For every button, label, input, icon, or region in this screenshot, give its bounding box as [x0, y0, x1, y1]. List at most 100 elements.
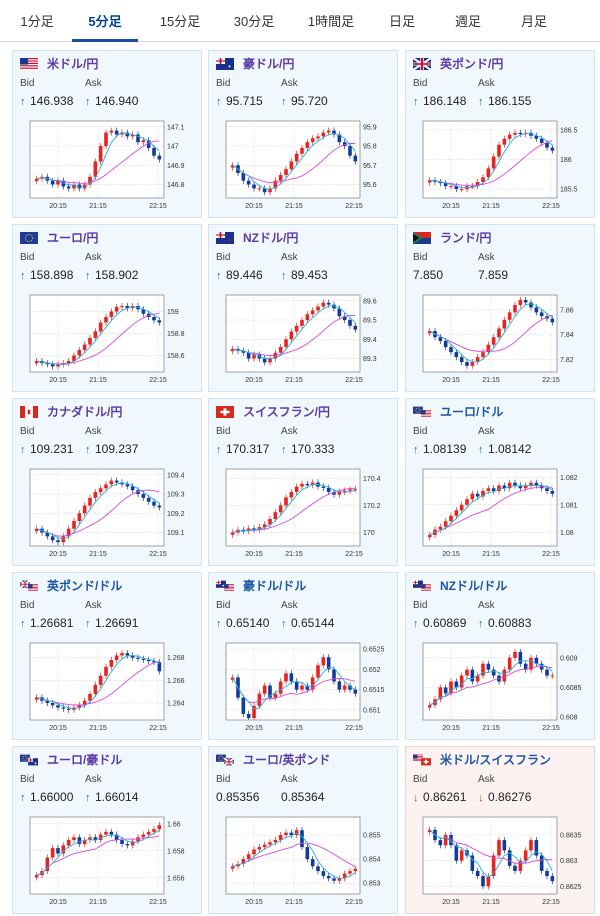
- currency-pair-link[interactable]: 英ポンド/円: [440, 57, 504, 71]
- bid-label: Bid: [20, 78, 35, 89]
- candle: [449, 515, 453, 522]
- y-tick-label: 89.6: [363, 298, 377, 305]
- tab-weekly[interactable]: 週足: [454, 14, 481, 29]
- candlestick-chart[interactable]: 20:15 21:15 22:15 159 158.8 158.6: [21, 290, 197, 388]
- tab-1hour[interactable]: 1時間足: [307, 14, 355, 29]
- candle: [98, 675, 103, 685]
- candle: [50, 848, 55, 858]
- candlestick-chart[interactable]: 20:15 21:15 22:15 109.4 109.3 109.2 109.1: [21, 464, 197, 562]
- candle: [486, 876, 491, 887]
- currency-pair-link[interactable]: 豪ドル/ドル: [243, 579, 307, 593]
- tab-15min[interactable]: 15分足: [159, 14, 201, 29]
- plot-area: [29, 642, 165, 721]
- candlestick-chart[interactable]: 20:15 21:15 22:15 0.8635 0.863 0.8625: [414, 812, 590, 910]
- currency-pair-link[interactable]: ユーロ/ドル: [440, 405, 504, 419]
- candle: [114, 834, 119, 840]
- rate-card[interactable]: ユーロ/円 Bid Ask ↑ 158.898 ↑ 158.902 20:15 21:15 22:…: [12, 224, 202, 392]
- rate-card[interactable]: 豪ドル/ドル Bid Ask ↑ 0.65140 ↑ 0.65144 20:15 21:15 22…: [208, 572, 398, 740]
- candle: [241, 172, 246, 181]
- candle: [523, 485, 528, 489]
- up-arrow-icon: ↑: [413, 96, 419, 108]
- x-tick-label: 21:15: [89, 377, 107, 384]
- candlestick-chart[interactable]: 20:15 21:15 22:15 147.1 147 146.9 146.8: [21, 116, 197, 214]
- candle: [513, 482, 517, 486]
- bid-value: 109.231: [30, 442, 74, 456]
- currency-pair-link[interactable]: スイスフラン/円: [243, 405, 330, 419]
- candle: [475, 493, 480, 497]
- candle: [475, 675, 480, 682]
- candlestick-chart[interactable]: 20:15 21:15 22:15 89.6 89.5 89.4 89.3: [217, 290, 393, 388]
- candle: [294, 153, 299, 162]
- candle: [125, 844, 130, 846]
- rate-card[interactable]: NZドル/円 Bid Ask ↑ 89.446 ↑ 89.453 20:15 21:15 22:1…: [208, 224, 398, 392]
- candlestick-chart[interactable]: 20:15 21:15 22:15 186.5 186 185.5: [414, 116, 590, 214]
- candle: [342, 316, 347, 321]
- candlestick-chart[interactable]: 20:15 21:15 22:15 1.66 1.658 1.656: [21, 812, 197, 910]
- candlestick-chart[interactable]: 20:15 21:15 22:15 0.6525 0.652 0.6515 0.651: [217, 638, 393, 736]
- candle: [454, 510, 459, 516]
- candlestick-chart[interactable]: 20:15 21:15 22:15 170.4 170.2 170: [217, 464, 393, 562]
- candlestick-chart[interactable]: 20:15 21:15 22:15 1.268 1.266 1.264: [21, 638, 197, 736]
- y-tick-label: 7.86: [560, 307, 574, 314]
- rate-card[interactable]: 米ドル/スイスフラン Bid Ask ↓ 0.86261 ↓ 0.86276 20:15 21:…: [405, 746, 595, 914]
- candle: [141, 309, 146, 314]
- candlestick-chart[interactable]: 20:15 21:15 22:15 7.86 7.84 7.82: [414, 290, 590, 388]
- currency-pair-link[interactable]: ランド/円: [440, 231, 492, 245]
- candle: [72, 184, 76, 189]
- candle: [114, 655, 119, 660]
- rate-card[interactable]: 英ポンド/円 Bid Ask ↑ 186.148 ↑ 186.155 20:15 21:15 22…: [405, 50, 595, 218]
- currency-pair-link[interactable]: 米ドル/スイスフラン: [440, 753, 551, 767]
- y-tick-label: 1.66: [167, 821, 181, 828]
- candle: [427, 180, 432, 183]
- tab-1min[interactable]: 1分足: [20, 14, 54, 29]
- up-arrow-icon: ↑: [478, 444, 484, 456]
- currency-pair-link[interactable]: ユーロ/英ポンド: [243, 753, 331, 767]
- currency-pair-link[interactable]: カナダドル/円: [47, 405, 123, 419]
- x-tick-label: 21:15: [89, 899, 107, 906]
- ask-price: ↑ 1.08142: [478, 442, 531, 456]
- y-tick-label: 109.3: [167, 492, 185, 499]
- candle: [502, 138, 507, 145]
- ask-price: ↑ 1.26691: [85, 616, 138, 630]
- candlestick-chart[interactable]: 20:15 21:15 22:15 0.609 0.6085 0.608: [414, 638, 590, 736]
- moving-average-long-line: [36, 489, 160, 537]
- currency-pair-link[interactable]: NZドル/円: [243, 231, 299, 245]
- candle: [289, 161, 294, 170]
- rate-card[interactable]: ユーロ/英ポンド Bid Ask 0.85356 0.85364 20:15 21:15 22…: [208, 746, 398, 914]
- rate-card[interactable]: 英ポンド/ドル Bid Ask ↑ 1.26681 ↑ 1.26691 20:15 21:15 2…: [12, 572, 202, 740]
- tab-5min[interactable]: 5分足: [72, 0, 138, 42]
- currency-pair-link[interactable]: ユーロ/円: [47, 231, 99, 245]
- rate-card[interactable]: ユーロ/豪ドル Bid Ask ↑ 1.66000 ↑ 1.66014 20:15 21:15 2…: [12, 746, 202, 914]
- rate-card[interactable]: 豪ドル/円 Bid Ask ↑ 95.715 ↑ 95.720 20:15 21:15 22:15…: [208, 50, 398, 218]
- tab-daily[interactable]: 日足: [388, 14, 415, 29]
- plot-area: [225, 468, 361, 547]
- rate-card[interactable]: 米ドル/円 Bid Ask ↑ 146.938 ↑ 146.940 20:15 21:15 22:…: [12, 50, 202, 218]
- candle: [66, 839, 71, 846]
- rate-card[interactable]: ユーロ/ドル Bid Ask ↑ 1.08139 ↑ 1.08142 20:15 21:15 22…: [405, 398, 595, 566]
- candle: [125, 484, 130, 487]
- rate-card[interactable]: スイスフラン/円 Bid Ask ↑ 170.317 ↑ 170.333 20:15 21:15…: [208, 398, 398, 566]
- currency-pair-link[interactable]: NZドル/ドル: [440, 579, 508, 593]
- rate-card[interactable]: カナダドル/円 Bid Ask ↑ 109.231 ↑ 109.237 20:15 21:15 2…: [12, 398, 202, 566]
- tab-30min[interactable]: 30分足: [233, 14, 275, 29]
- tab-monthly[interactable]: 月足: [520, 14, 547, 29]
- candlestick-chart[interactable]: 20:15 21:15 22:15 0.855 0.854 0.853: [217, 812, 393, 910]
- currency-pair-link[interactable]: ユーロ/豪ドル: [47, 753, 123, 767]
- rate-card[interactable]: ランド/円 Bid Ask 7.850 7.859 20:15 21:15 22:15 7.86…: [405, 224, 595, 392]
- x-tick-label: 21:15: [285, 377, 303, 384]
- x-tick-label: 20:15: [245, 899, 263, 906]
- currency-pair-link[interactable]: 米ドル/円: [47, 57, 99, 71]
- bid-price: ↑ 1.26681: [20, 616, 73, 630]
- candlestick-chart[interactable]: 20:15 21:15 22:15 95.9 95.8 95.7 95.6: [217, 116, 393, 214]
- candle: [230, 165, 235, 168]
- rate-card[interactable]: NZドル/ドル Bid Ask ↑ 0.60869 ↑ 0.60883 20:15 21:15 2…: [405, 572, 595, 740]
- candle: [513, 132, 517, 135]
- y-tick-label: 95.9: [363, 124, 377, 131]
- currency-pair-link[interactable]: 豪ドル/円: [243, 57, 295, 71]
- currency-pair-link[interactable]: 英ポンド/ドル: [47, 579, 123, 593]
- bid-value: 1.26681: [30, 616, 74, 630]
- candlestick-chart[interactable]: 20:15 21:15 22:15 1.082 1.081 1.08: [414, 464, 590, 562]
- ask-label: Ask: [281, 426, 298, 437]
- candle: [125, 653, 130, 656]
- candle: [454, 186, 459, 190]
